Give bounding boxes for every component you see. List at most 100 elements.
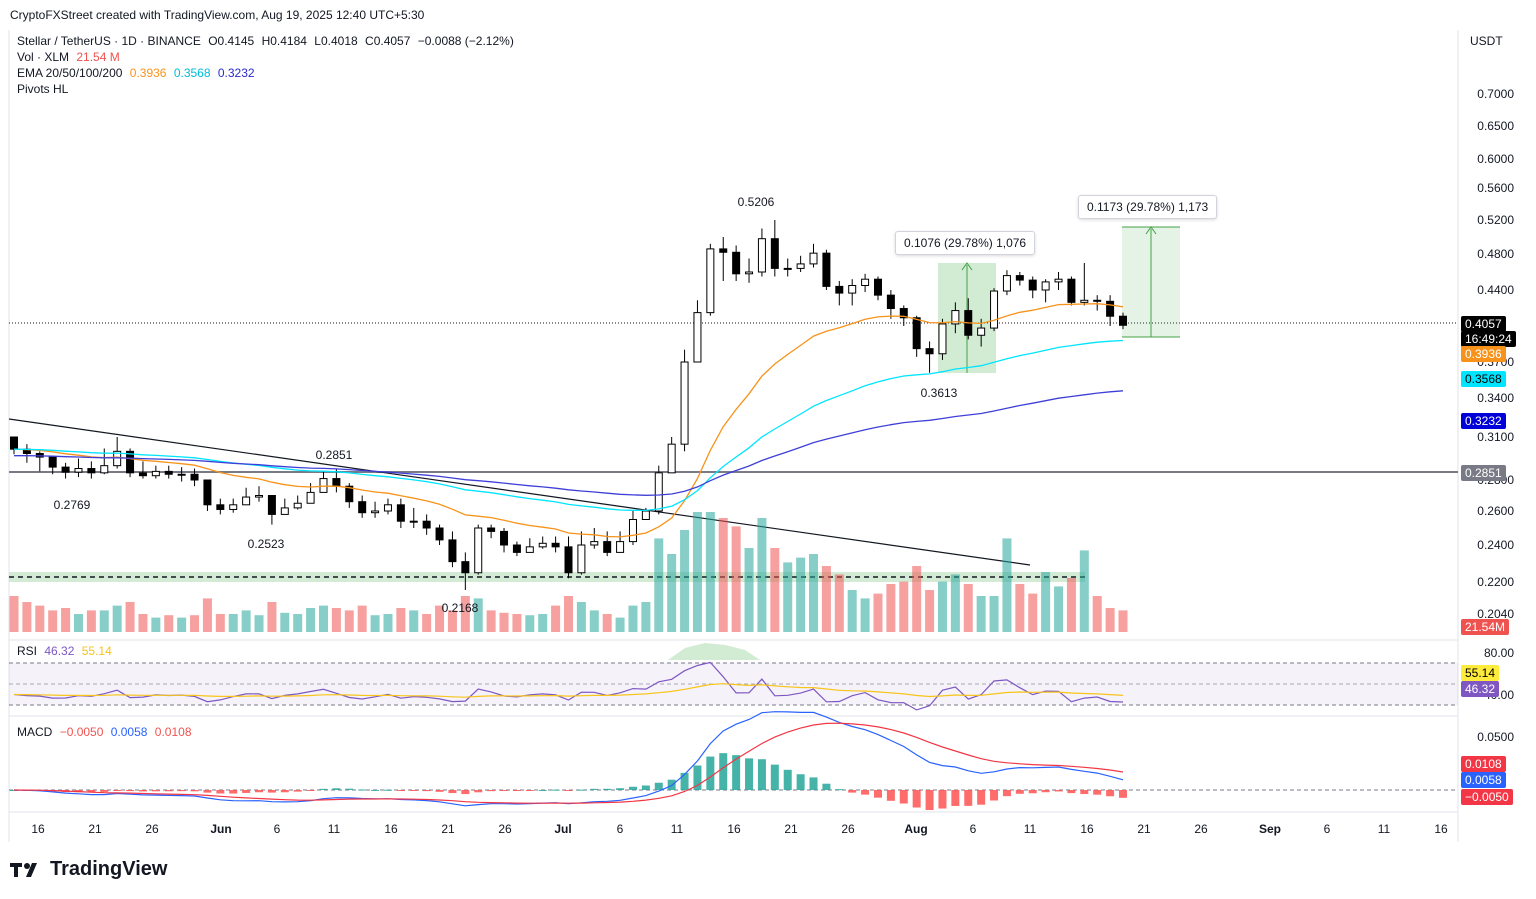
macd-histogram-bar (319, 788, 328, 790)
macd-line-value: 0.0058 (110, 725, 148, 739)
macd-histogram-bar (280, 790, 289, 793)
candle-body (667, 443, 676, 474)
level-tag: 0.2851 (1461, 465, 1506, 481)
candle-body (371, 510, 380, 514)
volume-bar (164, 615, 174, 632)
time-tick: 16 (1080, 822, 1094, 836)
candle-body (693, 312, 702, 363)
price-tick: 0.3100 (1477, 430, 1514, 444)
macd-histogram-bar (822, 783, 831, 790)
macd-histogram-bar (538, 789, 547, 791)
macd-histogram-bar (770, 764, 779, 790)
volume-bar (460, 596, 470, 632)
price-tick: 0.7000 (1477, 87, 1514, 101)
candle-body (783, 267, 792, 270)
macd-histogram-bar (1093, 790, 1102, 795)
price-tick: 0.6500 (1477, 119, 1514, 133)
macd-histogram-bar (383, 789, 392, 791)
macd-histogram-bar (1080, 790, 1089, 795)
measure-arrowhead-2 (1145, 226, 1157, 235)
ema20-line (13, 303, 1124, 538)
rsi-axis-top: 80.00 (1483, 646, 1514, 660)
rsi-legend[interactable]: RSI 46.32 55.14 (17, 644, 116, 658)
time-tick: 11 (1023, 822, 1037, 836)
macd-histogram-bar (332, 788, 341, 790)
macd-histogram-bar (1106, 790, 1115, 797)
tradingview-logo[interactable]: TradingView (10, 858, 167, 881)
volume-bar (331, 608, 341, 632)
candle-body (1002, 275, 1011, 292)
macd-histogram-bar (603, 788, 612, 790)
candle-body (409, 520, 418, 523)
price-tick: 0.5200 (1477, 213, 1514, 227)
volume-bar (1079, 550, 1089, 632)
volume-bar (306, 608, 316, 632)
volume-bar (1118, 610, 1128, 632)
macd-histogram-bar (151, 790, 160, 792)
pivot-label: 0.3613 (920, 386, 958, 400)
time-tick: Jun (210, 822, 232, 836)
volume-bar (422, 614, 432, 632)
macd-histogram-bar (229, 790, 238, 794)
macd-signal-tag: 0.0108 (1461, 756, 1506, 772)
last-price-tag: 0.4057 (1461, 316, 1506, 332)
macd-histogram-bar (899, 790, 908, 804)
candle-body (280, 507, 289, 515)
candle-body (61, 466, 70, 473)
volume-tag: 21.54M (1461, 619, 1510, 635)
volume-bar (963, 584, 973, 632)
macd-legend[interactable]: MACD −0.0050 0.0058 0.0108 (17, 725, 196, 739)
macd-signal-value: 0.0108 (154, 725, 192, 739)
macd-histogram-bar (977, 790, 986, 805)
candle-body (190, 473, 199, 481)
volume-bar (267, 602, 277, 632)
volume-bar (770, 548, 780, 632)
candle-body (809, 252, 818, 265)
candle-body (332, 478, 341, 487)
volume-bar (718, 518, 728, 632)
volume-label: Vol · XLM (17, 50, 70, 64)
candle-body (577, 544, 586, 574)
time-tick: 16 (31, 822, 45, 836)
macd-histogram-bar (113, 790, 122, 791)
volume-bar (692, 512, 702, 632)
volume-legend[interactable]: Vol · XLM 21.54 M (17, 50, 124, 64)
candle-body (435, 527, 444, 541)
volume-bar (409, 610, 419, 632)
pivot-label: 0.2168 (441, 601, 479, 615)
macd-histogram-bar (138, 790, 147, 792)
candle-body (719, 248, 728, 253)
candle-body (87, 468, 96, 474)
pivots-legend[interactable]: Pivots HL (17, 82, 69, 96)
volume-bar (757, 518, 767, 632)
currency-label[interactable]: USDT (1470, 34, 1503, 48)
candle-body (616, 541, 625, 553)
candle-body (422, 520, 431, 529)
volume-bar (602, 614, 612, 632)
macd-histogram-bar (1054, 790, 1063, 792)
macd-histogram-bar (448, 790, 457, 794)
price-tick: 0.2040 (1477, 607, 1514, 621)
time-tick: 21 (1137, 822, 1151, 836)
macd-histogram-bar (255, 790, 264, 793)
measure-label-2[interactable]: 0.1173 (29.78%) 1,173 (1078, 195, 1218, 219)
volume-bar (215, 614, 225, 632)
volume-bar (370, 615, 380, 632)
macd-signal-line (13, 722, 1124, 804)
rsi-label: RSI (17, 644, 38, 658)
measure-label-1[interactable]: 0.1076 (29.78%) 1,076 (895, 231, 1036, 255)
volume-bar (112, 605, 122, 632)
volume-bar (99, 610, 109, 632)
volume-bar (486, 610, 496, 632)
pivot-label: 0.2851 (315, 448, 353, 462)
macd-histogram-bar (358, 789, 367, 791)
macd-histogram-bar (525, 790, 534, 791)
volume-bar (912, 566, 922, 632)
macd-histogram-bar (938, 790, 947, 809)
ema-legend[interactable]: EMA 20/50/100/200 0.3936 0.3568 0.3232 (17, 66, 259, 80)
candle-body (474, 527, 483, 574)
price-tick: 0.2400 (1477, 538, 1514, 552)
ema50-value: 0.3568 (173, 66, 211, 80)
macd-line-tag: 0.0058 (1461, 772, 1506, 788)
